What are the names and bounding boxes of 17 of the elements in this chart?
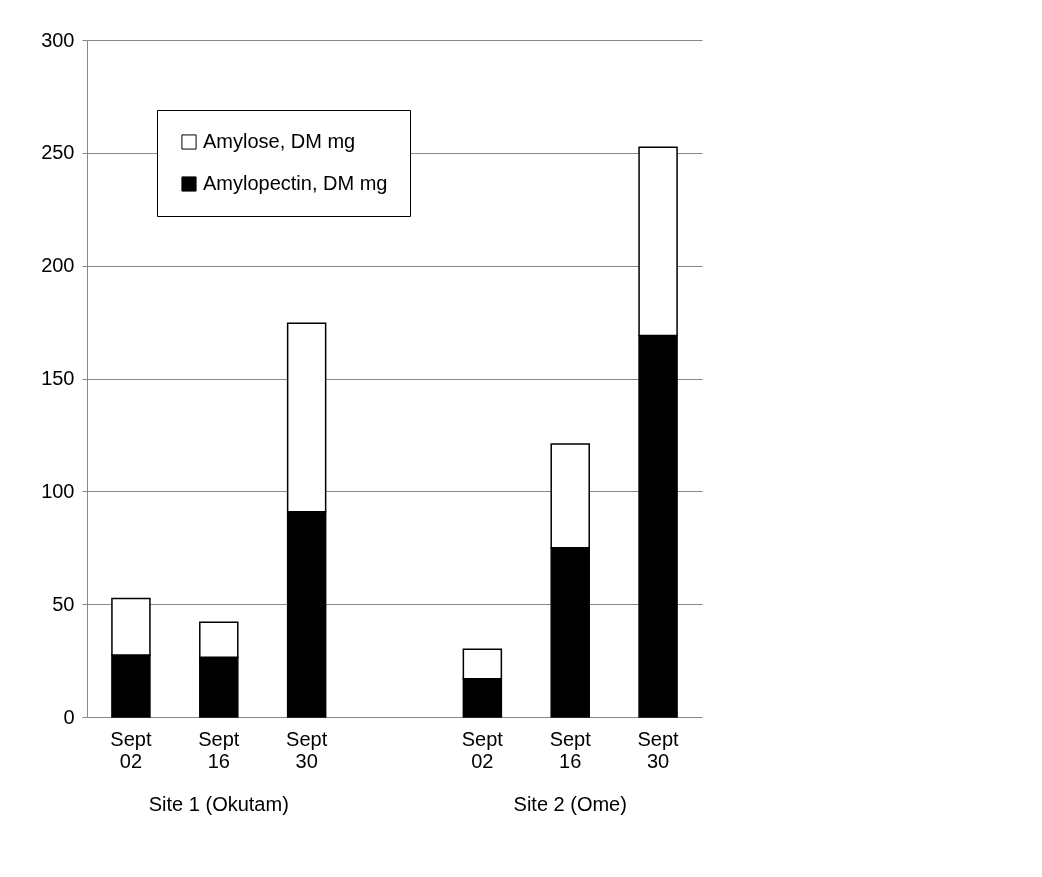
legend-label: Amylopectin, DM mg [203,172,388,194]
y-tick-label: 100 [41,479,75,502]
x-tick-label: Sept 16 [198,727,240,772]
y-tick-label: 300 [41,28,75,51]
y-tick-label: 200 [41,254,75,277]
y-tick-label: 150 [41,367,75,389]
x-tick-label: Sept 30 [637,727,680,772]
legend-label: Amylose, DM mg [203,130,356,152]
x-tick-label: Sept 16 [549,727,592,772]
y-tick-label: 0 [63,705,75,728]
x-tick-label: Sept 02 [461,727,504,772]
y-tick-label: 250 [41,141,75,164]
y-tick-label: 50 [52,592,75,615]
x-tick-label: Sept 30 [286,727,328,772]
x-tick-label: Sept 02 [110,727,152,772]
text: Site 2 (Ome) [513,793,627,815]
text: Site 1 (Okutam) [148,793,289,815]
